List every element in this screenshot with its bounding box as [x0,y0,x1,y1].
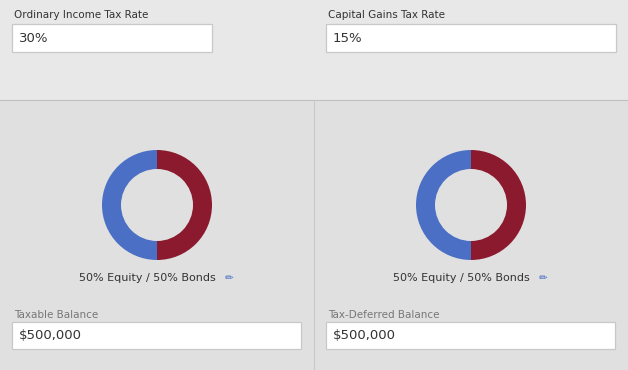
Text: Taxable Balance: Taxable Balance [14,310,98,320]
FancyBboxPatch shape [326,322,615,349]
Text: 15%: 15% [333,31,362,44]
Text: 30%: 30% [19,31,48,44]
FancyBboxPatch shape [0,100,628,370]
Text: Ordinary Income Tax Rate: Ordinary Income Tax Rate [14,10,148,20]
Text: $500,000: $500,000 [19,329,82,342]
FancyBboxPatch shape [326,24,616,52]
Text: Capital Gains Tax Rate: Capital Gains Tax Rate [328,10,445,20]
Wedge shape [471,150,526,260]
Text: $500,000: $500,000 [333,329,396,342]
Text: 50% Equity / 50% Bonds: 50% Equity / 50% Bonds [392,273,529,283]
FancyBboxPatch shape [12,24,212,52]
Wedge shape [157,150,212,260]
Text: 50% Equity / 50% Bonds: 50% Equity / 50% Bonds [78,273,215,283]
FancyBboxPatch shape [12,322,301,349]
Wedge shape [416,150,471,260]
Text: Tax-Deferred Balance: Tax-Deferred Balance [328,310,440,320]
Text: ✏: ✏ [539,273,548,283]
Wedge shape [102,150,157,260]
Text: ✏: ✏ [225,273,234,283]
